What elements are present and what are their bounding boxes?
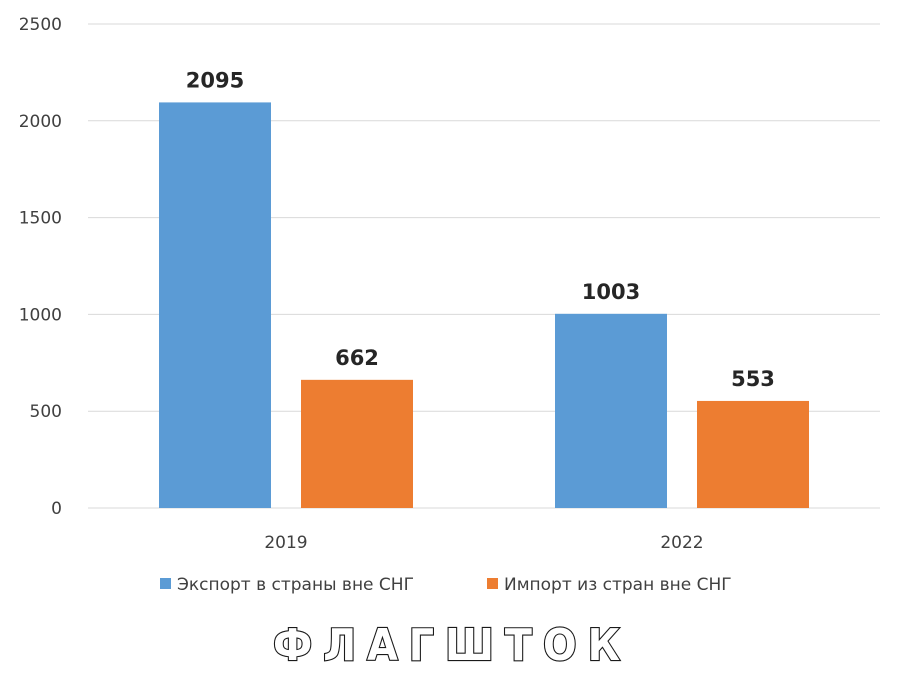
data-label: 1003: [582, 280, 640, 304]
y-tick-label: 2000: [19, 112, 62, 132]
y-tick-label: 1500: [19, 209, 62, 229]
y-axis: 0 500 1000 1500 2000 2500: [19, 15, 62, 519]
watermark-logo: ФЛАГШТОК: [273, 620, 631, 671]
data-label: 553: [731, 367, 775, 391]
data-labels: 2095 662 1003 553: [186, 68, 775, 391]
y-tick-label: 2500: [19, 15, 62, 35]
x-tick-label: 2022: [660, 533, 703, 553]
bars: [159, 102, 809, 509]
data-label: 662: [335, 346, 379, 370]
legend: Экспорт в страны вне СНГ Импорт из стран …: [160, 575, 732, 595]
y-tick-label: 500: [30, 402, 62, 422]
legend-swatch-2: [487, 578, 498, 589]
data-label: 2095: [186, 68, 244, 92]
legend-label-1: Экспорт в страны вне СНГ: [177, 575, 414, 595]
legend-label-2: Импорт из стран вне СНГ: [504, 575, 732, 595]
legend-swatch-1: [160, 578, 171, 589]
bar-2019-series-1: [159, 102, 271, 509]
x-tick-label: 2019: [264, 533, 307, 553]
bar-2022-series-1: [555, 313, 667, 508]
bar-2022-series-2: [697, 400, 809, 508]
x-axis: 2019 2022: [264, 533, 703, 553]
bar-2019-series-2: [301, 379, 413, 508]
y-tick-label: 1000: [19, 305, 62, 325]
y-tick-label: 0: [51, 499, 62, 519]
